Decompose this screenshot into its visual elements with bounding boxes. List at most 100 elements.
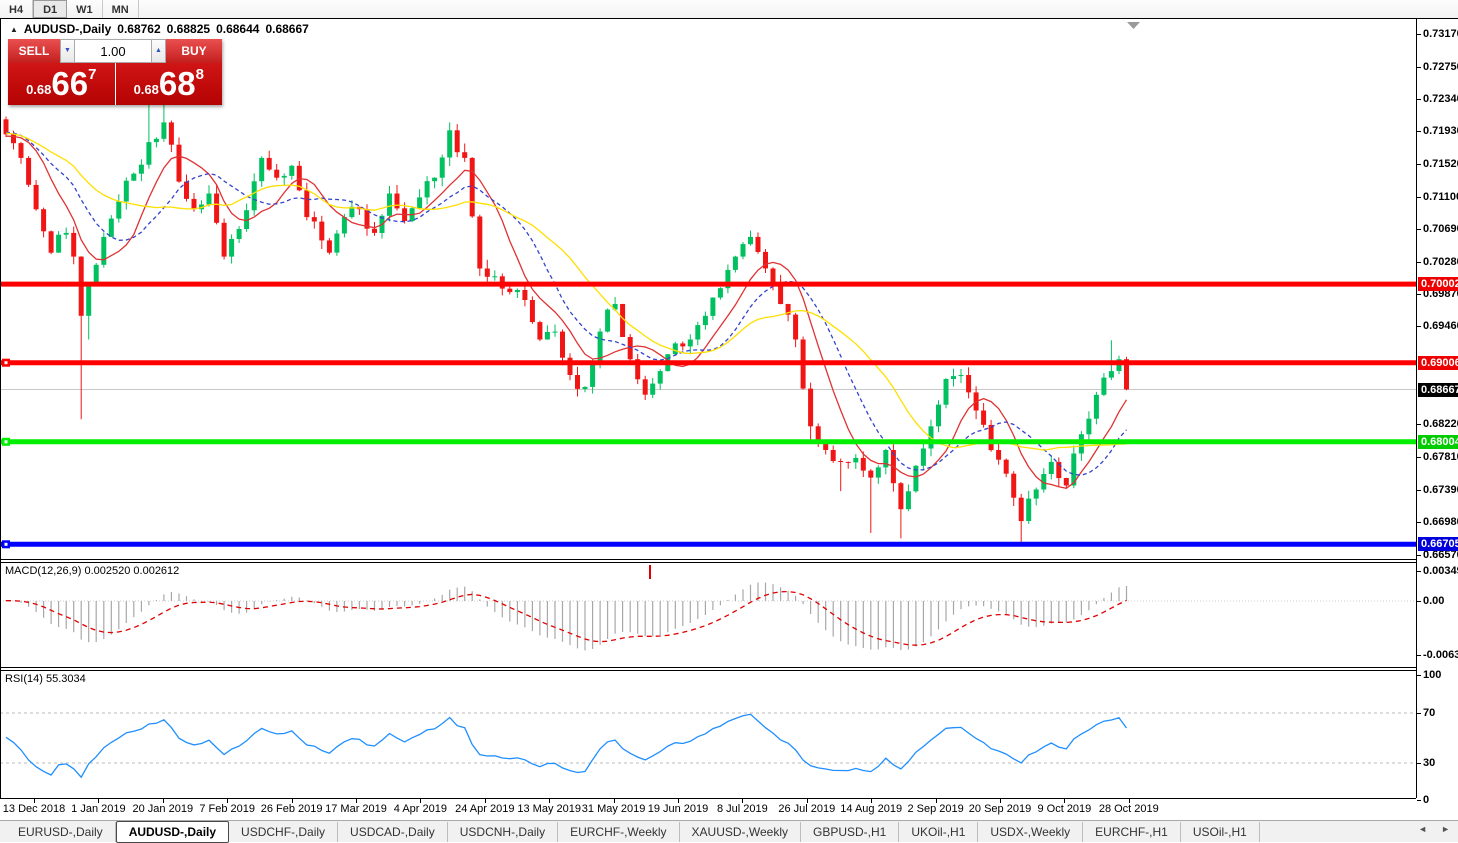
volume-input[interactable] — [75, 39, 151, 63]
date-axis-label: 20 Sep 2019 — [968, 803, 1032, 815]
chart-tab-audusd-daily[interactable]: AUDUSD-,Daily — [115, 820, 230, 843]
date-axis-label: 14 Aug 2019 — [840, 803, 903, 815]
tab-scroll-right-icon[interactable]: ► — [1441, 824, 1450, 834]
chart-tab-gbpusd-h1[interactable]: GBPUSD-,H1 — [801, 821, 900, 842]
chart-tab-eurchf-weekly[interactable]: EURCHF-,Weekly — [558, 821, 680, 842]
chart-tab-usdchf-daily[interactable]: USDCHF-,Daily — [229, 821, 339, 842]
date-axis-tick — [549, 799, 551, 803]
chart-tab-xauusd-weekly[interactable]: XAUUSD-,Weekly — [680, 821, 801, 842]
date-axis-label: 1 Jan 2019 — [71, 803, 126, 815]
pane-separator[interactable] — [0, 559, 1458, 563]
date-axis-tick — [935, 799, 937, 803]
date-axis-tick — [227, 799, 229, 803]
date-axis-tick — [420, 799, 422, 803]
date-axis-label: 13 May 2019 — [517, 803, 581, 815]
date-axis-tick — [806, 799, 808, 803]
date-axis-tick — [613, 799, 615, 803]
macd-axis-label: 0.00349 — [1417, 565, 1458, 578]
sell-price-display[interactable]: 0.68 66 7 — [8, 63, 115, 105]
date-axis-label: 26 Jul 2019 — [778, 803, 836, 815]
chart-symbol-label: AUDUSD-,Daily — [23, 22, 112, 36]
timeframe-button-mn[interactable]: MN — [103, 0, 139, 18]
price-level-tag[interactable]: 0.68667 — [1418, 382, 1458, 397]
price-level-tag[interactable]: 0.68004 — [1418, 434, 1458, 449]
chart-shift-marker-icon — [1127, 22, 1140, 29]
date-axis-tick — [1000, 799, 1001, 803]
candlestick-chart-svg[interactable] — [0, 19, 1416, 559]
one-click-trading-panel: SELL ▼ ▲ BUY 0.68 66 7 0.68 68 8 — [8, 39, 222, 105]
ohlc-open: 0.68762 — [117, 22, 161, 36]
date-axis-tick — [484, 799, 486, 803]
rsi-axis-label: 100 — [1417, 669, 1441, 682]
chart-frame-right — [1416, 19, 1417, 798]
buy-price-pip: 8 — [195, 66, 204, 83]
macd-indicator-label: MACD(12,26,9) 0.002520 0.002612 — [5, 565, 180, 577]
date-axis-tick — [871, 799, 873, 803]
date-axis-label: 2 Sep 2019 — [907, 803, 964, 815]
macd-pane-svg[interactable] — [0, 563, 1416, 667]
chart-tab-usdx-weekly[interactable]: USDX-,Weekly — [978, 821, 1084, 842]
price-level-tag[interactable]: 0.70002 — [1418, 277, 1458, 292]
chart-window: ▲ AUDUSD-,Daily 0.68762 0.68825 0.68644 … — [0, 18, 1458, 819]
timeframe-button-h4[interactable]: H4 — [0, 0, 34, 18]
date-axis[interactable]: 13 Dec 2018 1 Jan 2019 20 Jan 2019 7 Feb 20… — [0, 798, 1416, 819]
date-axis-tick — [742, 799, 744, 803]
date-axis-label: 24 Apr 2019 — [455, 803, 515, 815]
date-axis-tick — [678, 799, 679, 803]
sell-price-big: 66 — [51, 65, 89, 102]
date-axis-tick — [1064, 799, 1066, 803]
date-axis-label: 19 Jun 2019 — [647, 803, 709, 815]
ohlc-close: 0.68667 — [265, 22, 309, 36]
moving-average-line — [5, 135, 1128, 489]
ohlc-low: 0.68644 — [216, 22, 260, 36]
date-axis-label: 9 Oct 2019 — [1037, 803, 1092, 815]
chart-tab-eurchf-h1[interactable]: EURCHF-,H1 — [1083, 821, 1181, 842]
date-axis-tick — [291, 799, 293, 803]
rsi-pane-svg[interactable] — [0, 671, 1416, 798]
moving-average-line — [5, 131, 1127, 476]
date-axis-tick — [356, 799, 357, 803]
rsi-axis-label: 0 — [1417, 794, 1429, 807]
chart-frame-left — [0, 19, 1, 798]
date-axis-label: 4 Apr 2019 — [393, 803, 447, 815]
timeframe-button-w1[interactable]: W1 — [67, 0, 103, 18]
sell-price-prefix: 0.68 — [26, 81, 52, 97]
buy-price-big: 68 — [158, 65, 196, 102]
price-level-tag[interactable]: 0.66705 — [1418, 537, 1458, 552]
chart-tab-usoil-h1[interactable]: USOil-,H1 — [1181, 821, 1260, 842]
chart-tab-eurusd-daily[interactable]: EURUSD-,Daily — [6, 821, 116, 842]
chart-tab-usdcad-daily[interactable]: USDCAD-,Daily — [338, 821, 448, 842]
timeframe-button-d1[interactable]: D1 — [33, 0, 68, 18]
volume-increase-button[interactable]: ▲ — [151, 39, 166, 63]
date-axis-label: 8 Jul 2019 — [717, 803, 768, 815]
rsi-axis-label: 30 — [1417, 757, 1435, 770]
one-click-panel-collapse-icon[interactable]: ▲ — [10, 24, 18, 34]
sell-button[interactable]: SELL — [8, 39, 60, 63]
price-level-tag[interactable]: 0.69006 — [1418, 355, 1458, 370]
tab-scroll-left-icon[interactable]: ◄ — [1418, 824, 1428, 834]
chart-tab-usdcnh-daily[interactable]: USDCNH-,Daily — [448, 821, 559, 842]
macd-axis-label: -0.00637 — [1417, 649, 1458, 662]
macd-signal-line — [6, 590, 1127, 646]
date-axis-label: 28 Oct 2019 — [1098, 803, 1159, 815]
chart-tab-ukoil-h1[interactable]: UKOil-,H1 — [899, 821, 979, 842]
pane-separator[interactable] — [0, 667, 1458, 671]
ohlc-high: 0.68825 — [166, 22, 211, 36]
date-axis-label: 20 Jan 2019 — [132, 803, 194, 815]
timeframe-toolbar: H4 D1 W1 MN — [0, 0, 1458, 18]
date-axis-tick — [162, 799, 164, 803]
buy-button[interactable]: BUY — [166, 39, 222, 63]
buy-price-display[interactable]: 0.68 68 8 — [115, 63, 222, 105]
volume-decrease-button[interactable]: ▼ — [60, 39, 75, 63]
